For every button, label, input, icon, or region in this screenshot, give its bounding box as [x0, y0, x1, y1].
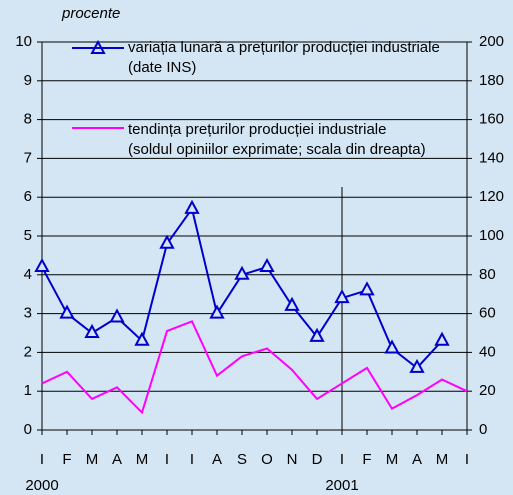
x-tick-label: I	[465, 451, 469, 468]
legend-label: tendința prețurilor producției industria…	[128, 121, 426, 158]
y2-tick-label: 180	[479, 72, 504, 89]
point-marker	[34, 257, 50, 273]
point-marker	[109, 308, 125, 323]
point-marker	[259, 257, 275, 273]
x-tick-label: A	[112, 451, 122, 468]
x-tick-label: M	[436, 451, 449, 468]
x-tick-label: I	[190, 451, 194, 468]
x-tick-label: A	[212, 451, 222, 468]
x-tick-label: F	[62, 451, 71, 468]
y-tick-label: 6	[24, 188, 32, 205]
y-tick-label: 9	[24, 72, 32, 89]
x-tick-label: F	[362, 451, 371, 468]
y-tick-label: 1	[24, 382, 32, 399]
legend-label: variația lunară a prețurilor producției …	[128, 39, 440, 76]
point-marker	[209, 304, 225, 319]
point-marker	[159, 234, 175, 249]
point-marker	[334, 288, 350, 304]
y2-tick-label: 0	[479, 421, 487, 438]
x-tick-label: M	[386, 451, 399, 468]
point-marker	[359, 281, 375, 296]
x-tick-label: A	[412, 451, 422, 468]
point-marker	[234, 265, 250, 280]
y-tick-label: 7	[24, 149, 32, 166]
point-marker	[134, 331, 150, 346]
y2-tick-label: 80	[479, 266, 496, 283]
y-tick-label: 10	[15, 33, 32, 50]
point-marker	[184, 199, 200, 214]
point-marker	[59, 304, 75, 319]
x-tick-label: N	[287, 451, 298, 468]
x-tick-label: I	[340, 451, 344, 468]
y-tick-label: 2	[24, 343, 32, 360]
y-tick-label: 3	[24, 305, 32, 322]
x-tick-label: M	[136, 451, 149, 468]
point-marker	[434, 331, 450, 346]
x-tick-label: O	[261, 451, 273, 468]
x-tick-label: S	[237, 451, 247, 468]
point-marker	[309, 327, 325, 342]
point-marker	[84, 323, 100, 338]
legend-marker	[90, 39, 106, 54]
y2-tick-label: 200	[479, 33, 504, 50]
y-axis-label: procente	[61, 5, 120, 22]
year-label: 2001	[325, 477, 358, 494]
x-tick-label: I	[40, 451, 44, 468]
series-line	[41, 320, 468, 415]
year-label: 2000	[25, 477, 58, 494]
y-tick-label: 0	[24, 421, 32, 438]
y-tick-label: 8	[24, 111, 32, 128]
point-marker	[409, 358, 425, 373]
y-tick-label: 5	[24, 227, 32, 244]
x-tick-label: M	[86, 451, 99, 468]
point-marker	[384, 339, 400, 354]
y2-tick-label: 20	[479, 382, 496, 399]
y2-tick-label: 160	[479, 111, 504, 128]
y-tick-label: 4	[24, 266, 32, 283]
x-tick-label: I	[165, 451, 169, 468]
y2-tick-label: 140	[479, 149, 504, 166]
series-line	[41, 206, 443, 370]
x-tick-label: D	[312, 451, 323, 468]
y2-tick-label: 120	[479, 188, 504, 205]
y2-tick-label: 40	[479, 343, 496, 360]
point-marker	[284, 296, 300, 311]
y2-tick-label: 60	[479, 305, 496, 322]
y2-tick-label: 100	[479, 227, 504, 244]
